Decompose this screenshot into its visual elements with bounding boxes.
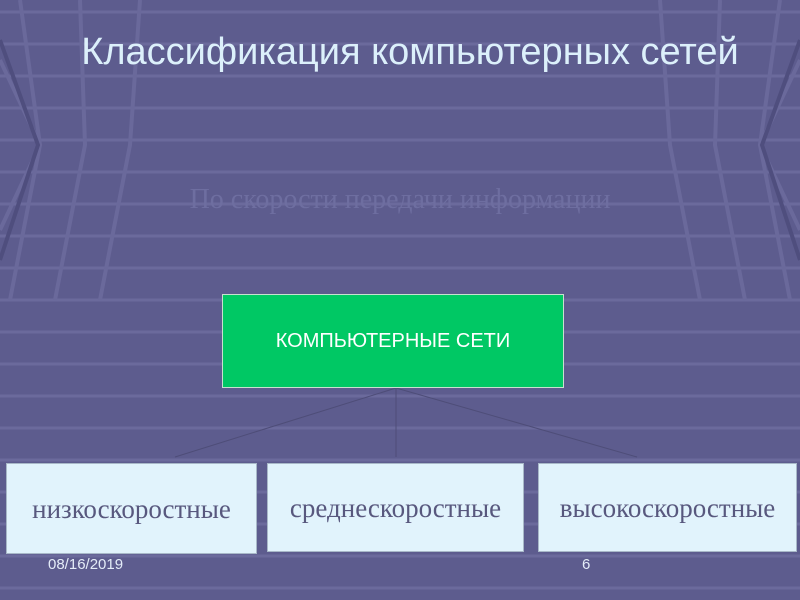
root-node: КОМПЬЮТЕРНЫЕ СЕТИ xyxy=(222,294,564,388)
footer-page-number: 6 xyxy=(582,556,591,573)
connector-high xyxy=(395,387,638,458)
child-node-low: низкоскоростные xyxy=(6,463,257,554)
slide-title: Классификация компьютерных сетей xyxy=(81,31,739,73)
child-node-high: высокоскоростные xyxy=(538,463,797,552)
slide-subtitle: По скорости передачи информации xyxy=(189,184,611,215)
footer-date: 08/16/2019 xyxy=(48,556,124,573)
child-node-medium: среднескоростные xyxy=(267,463,524,552)
connector-low xyxy=(174,387,397,458)
